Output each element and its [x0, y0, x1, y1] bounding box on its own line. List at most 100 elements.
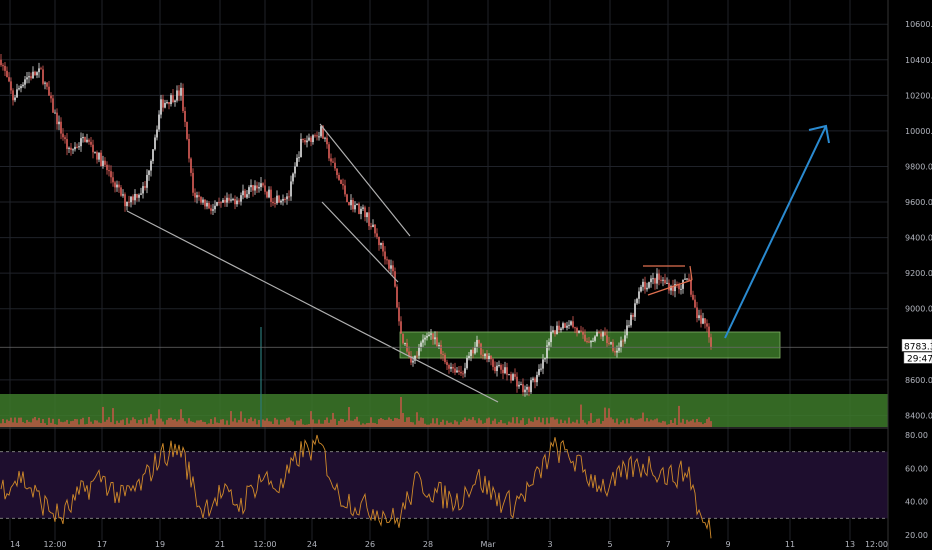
candle-body-43	[86, 139, 88, 142]
volume-bar-14	[28, 421, 30, 427]
volume-bar-198	[396, 418, 398, 427]
volume-bar-298	[596, 418, 598, 427]
volume-bar-151	[302, 424, 304, 427]
volume-bar-87	[174, 418, 176, 427]
volume-bar-219	[438, 424, 440, 427]
volume-bar-32	[64, 421, 66, 427]
candle-body-130	[260, 183, 262, 188]
volume-bar-49	[98, 422, 100, 427]
volume-bar-271	[542, 417, 544, 427]
volume-bar-184	[368, 422, 370, 427]
candle-body-74	[148, 170, 150, 175]
volume-bar-267	[534, 417, 536, 427]
volume-bar-15	[30, 422, 32, 427]
volume-bar-0	[0, 423, 2, 427]
volume-bar-301	[602, 421, 604, 427]
volume-bar-165	[330, 419, 332, 427]
volume-bar-124	[248, 418, 250, 427]
volume-bar-163	[326, 417, 328, 427]
volume-bar-228	[456, 421, 458, 427]
volume-bar-62	[124, 424, 126, 427]
volume-bar-157	[314, 423, 316, 427]
candle-body-179	[358, 203, 360, 214]
volume-bar-86	[172, 419, 174, 427]
volume-bar-142	[284, 421, 286, 427]
volume-bar-121	[242, 421, 244, 427]
volume-bar-260	[520, 420, 522, 427]
candle-body-329	[658, 273, 660, 280]
volume-bar-266	[532, 421, 534, 427]
x-tick-label: 13	[845, 540, 855, 549]
volume-bar-334	[668, 424, 670, 427]
volume-bar-41	[82, 417, 84, 427]
volume-bar-289	[578, 423, 580, 427]
candle-body-354	[708, 326, 710, 338]
volume-bar-186	[372, 422, 374, 427]
volume-bar-148	[296, 420, 298, 427]
volume-bar-300	[600, 423, 602, 427]
candle-body-283	[566, 325, 568, 328]
candle-body-114	[228, 197, 230, 201]
candle-body-333	[666, 282, 668, 284]
candle-body-2	[4, 65, 6, 71]
candle-body-327	[654, 278, 656, 284]
candle-body-85	[170, 95, 172, 105]
volume-bar-231	[462, 419, 464, 427]
candle-body-227	[454, 368, 456, 373]
volume-bar-91	[182, 418, 184, 427]
candle-body-15	[30, 76, 32, 79]
candle-body-258	[516, 376, 518, 387]
volume-bar-5	[10, 417, 12, 427]
volume-bar-35	[70, 421, 72, 427]
candle-body-57	[114, 182, 116, 188]
candle-body-322	[644, 281, 646, 290]
volume-bar-245	[490, 424, 492, 427]
candle-body-232	[464, 368, 466, 374]
candle-body-31	[62, 133, 64, 138]
volume-bar-81	[162, 421, 164, 427]
candle-body-19	[38, 68, 40, 73]
price-axis-bg	[888, 0, 932, 550]
volume-bar-12	[24, 423, 26, 427]
volume-bar-297	[594, 422, 596, 427]
triangle-apex	[689, 265, 693, 281]
candle-body-65	[130, 196, 132, 203]
price-tick-label: 10400.00	[905, 56, 932, 65]
candle-body-110	[220, 202, 222, 204]
volume-bar-343	[686, 419, 688, 427]
candle-body-217	[434, 337, 436, 340]
volume-bar-167	[334, 418, 336, 427]
candle-body-310	[620, 340, 622, 348]
rsi-tick-label: 60.00	[905, 464, 928, 473]
candle-body-116	[232, 198, 234, 200]
volume-bar-354	[708, 417, 710, 427]
volume-bar-315	[630, 417, 632, 427]
candle-body-152	[304, 140, 306, 143]
candle-body-78	[156, 129, 158, 138]
volume-bar-307	[614, 422, 616, 427]
candle-body-96	[192, 172, 194, 193]
volume-bar-318	[636, 419, 638, 427]
volume-bar-244	[488, 417, 490, 427]
volume-bar-193	[386, 419, 388, 427]
volume-bar-84	[168, 418, 170, 427]
candle-body-294	[588, 341, 590, 343]
candle-body-155	[310, 137, 312, 143]
candle-body-39	[78, 146, 80, 148]
volume-bar-77	[154, 424, 156, 427]
candle-body-260	[520, 384, 522, 386]
candle-body-198	[396, 286, 398, 308]
volume-bar-103	[206, 424, 208, 427]
volume-bar-20	[40, 423, 42, 427]
volume-bar-299	[598, 418, 600, 427]
volume-bar-152	[304, 424, 306, 427]
candle-body-348	[696, 307, 698, 319]
candle-body-9	[18, 88, 20, 90]
volume-bar-6	[12, 422, 14, 427]
candle-body-111	[222, 199, 224, 203]
candle-body-88	[176, 90, 178, 101]
volume-bar-215	[430, 423, 432, 427]
volume-bar-212	[424, 423, 426, 427]
x-tick-label: 24	[307, 540, 317, 549]
